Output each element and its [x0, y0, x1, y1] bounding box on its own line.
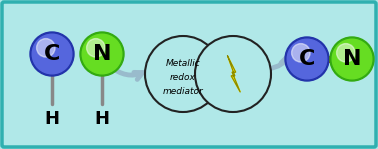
Text: C: C — [299, 49, 315, 69]
Text: N: N — [343, 49, 361, 69]
Text: N: N — [93, 44, 111, 64]
Circle shape — [287, 39, 327, 79]
Circle shape — [285, 37, 329, 81]
Circle shape — [82, 34, 122, 74]
Circle shape — [195, 36, 271, 112]
Text: Metallic: Metallic — [166, 59, 200, 69]
Text: H: H — [94, 110, 110, 128]
Circle shape — [332, 39, 372, 79]
Polygon shape — [228, 56, 240, 92]
FancyBboxPatch shape — [2, 2, 376, 147]
Circle shape — [32, 34, 72, 74]
Text: C: C — [44, 44, 60, 64]
Circle shape — [87, 39, 105, 57]
Circle shape — [330, 37, 374, 81]
Circle shape — [80, 32, 124, 76]
Text: mediator: mediator — [163, 87, 203, 97]
Circle shape — [37, 39, 55, 57]
Circle shape — [30, 32, 74, 76]
Text: redox: redox — [170, 73, 196, 83]
Circle shape — [336, 44, 355, 62]
Circle shape — [291, 44, 310, 62]
Text: H: H — [45, 110, 59, 128]
Circle shape — [145, 36, 221, 112]
